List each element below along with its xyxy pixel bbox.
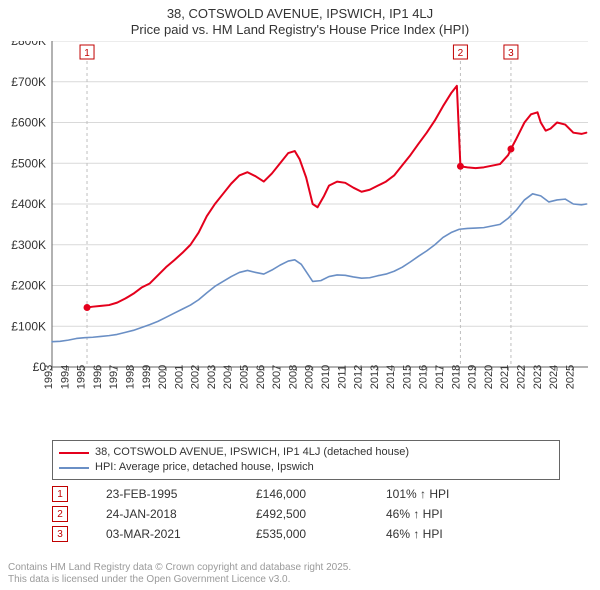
svg-text:2007: 2007 [271, 365, 283, 389]
event-pct: 46% ↑ HPI [386, 527, 506, 541]
sale-point [84, 304, 91, 311]
title-main: 38, COTSWOLD AVENUE, IPSWICH, IP1 4LJ [0, 6, 600, 21]
svg-text:2024: 2024 [548, 365, 560, 389]
svg-text:2000: 2000 [157, 365, 169, 389]
svg-text:£600K: £600K [11, 116, 46, 130]
event-table: 1 23-FEB-1995 £146,000 101% ↑ HPI 2 24-J… [52, 484, 506, 544]
event-row: 3 03-MAR-2021 £535,000 46% ↑ HPI [52, 524, 506, 544]
event-pct: 46% ↑ HPI [386, 507, 506, 521]
svg-text:£200K: £200K [11, 279, 46, 293]
svg-text:2004: 2004 [222, 365, 234, 389]
svg-text:1993: 1993 [43, 365, 55, 389]
svg-text:2014: 2014 [385, 365, 397, 389]
svg-text:2012: 2012 [353, 365, 365, 389]
svg-text:£500K: £500K [11, 156, 46, 170]
sale-marker-label: 1 [84, 48, 90, 59]
svg-text:2002: 2002 [190, 365, 202, 389]
event-row: 2 24-JAN-2018 £492,500 46% ↑ HPI [52, 504, 506, 524]
event-pct: 101% ↑ HPI [386, 487, 506, 501]
legend-swatch [59, 452, 89, 454]
series-line [52, 194, 586, 342]
event-date: 24-JAN-2018 [106, 507, 256, 521]
svg-text:2023: 2023 [532, 365, 544, 389]
svg-text:£100K: £100K [11, 319, 46, 333]
sale-point [457, 163, 464, 170]
legend-item: HPI: Average price, detached house, Ipsw… [59, 460, 553, 475]
event-badge: 1 [52, 486, 68, 502]
event-badge: 2 [52, 506, 68, 522]
attribution: Contains HM Land Registry data © Crown c… [8, 562, 351, 586]
sale-marker-label: 3 [508, 48, 514, 59]
svg-text:2018: 2018 [450, 365, 462, 389]
svg-text:2020: 2020 [483, 365, 495, 389]
chart-titles: 38, COTSWOLD AVENUE, IPSWICH, IP1 4LJ Pr… [0, 0, 600, 37]
svg-text:1998: 1998 [124, 365, 136, 389]
event-price: £492,500 [256, 507, 386, 521]
title-sub: Price paid vs. HM Land Registry's House … [0, 22, 600, 37]
svg-text:1996: 1996 [92, 365, 104, 389]
svg-text:2006: 2006 [255, 365, 267, 389]
svg-text:2022: 2022 [515, 365, 527, 389]
svg-text:2016: 2016 [418, 365, 430, 389]
svg-text:2021: 2021 [499, 365, 511, 389]
svg-text:2015: 2015 [401, 365, 413, 389]
chart-area: £0£100K£200K£300K£400K£500K£600K£700K£80… [0, 41, 600, 431]
svg-text:2011: 2011 [336, 365, 348, 389]
legend-swatch [59, 467, 89, 469]
event-badge: 3 [52, 526, 68, 542]
event-date: 23-FEB-1995 [106, 487, 256, 501]
svg-text:2008: 2008 [287, 365, 299, 389]
svg-text:£400K: £400K [11, 197, 46, 211]
legend-label: HPI: Average price, detached house, Ipsw… [95, 460, 314, 475]
svg-text:2001: 2001 [173, 365, 185, 389]
svg-text:2009: 2009 [304, 365, 316, 389]
svg-text:£800K: £800K [11, 41, 46, 48]
legend-item: 38, COTSWOLD AVENUE, IPSWICH, IP1 4LJ (d… [59, 445, 553, 460]
legend-label: 38, COTSWOLD AVENUE, IPSWICH, IP1 4LJ (d… [95, 445, 409, 460]
sale-marker-label: 2 [458, 48, 464, 59]
svg-text:1994: 1994 [59, 365, 71, 389]
event-price: £535,000 [256, 527, 386, 541]
event-row: 1 23-FEB-1995 £146,000 101% ↑ HPI [52, 484, 506, 504]
svg-text:2019: 2019 [467, 365, 479, 389]
svg-text:2013: 2013 [369, 365, 381, 389]
svg-text:2003: 2003 [206, 365, 218, 389]
attribution-line: This data is licensed under the Open Gov… [8, 574, 351, 586]
svg-text:2017: 2017 [434, 365, 446, 389]
event-price: £146,000 [256, 487, 386, 501]
chart-svg: £0£100K£200K£300K£400K£500K£600K£700K£80… [0, 41, 600, 431]
svg-text:1999: 1999 [141, 365, 153, 389]
svg-text:£300K: £300K [11, 238, 46, 252]
svg-text:1995: 1995 [76, 365, 88, 389]
svg-text:2010: 2010 [320, 365, 332, 389]
event-date: 03-MAR-2021 [106, 527, 256, 541]
legend: 38, COTSWOLD AVENUE, IPSWICH, IP1 4LJ (d… [52, 440, 560, 480]
attribution-line: Contains HM Land Registry data © Crown c… [8, 562, 351, 574]
svg-text:1997: 1997 [108, 365, 120, 389]
sale-point [507, 145, 514, 152]
svg-text:2025: 2025 [564, 365, 576, 389]
svg-text:£700K: £700K [11, 75, 46, 89]
svg-text:2005: 2005 [239, 365, 251, 389]
